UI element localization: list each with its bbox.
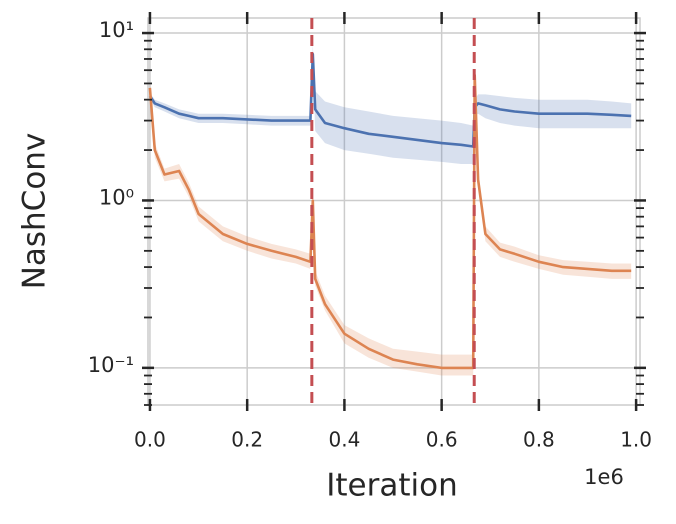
x-tick-label: 0.2: [231, 428, 263, 452]
x-tick-label: 1.0: [620, 428, 652, 452]
y-tick-label: 10⁰: [99, 185, 134, 209]
line: [148, 73, 632, 370]
x-tick-label: 0.6: [426, 428, 458, 452]
x-tick-label: 0.8: [523, 428, 555, 452]
x-tick-label: 0.4: [329, 428, 361, 452]
line: [148, 52, 632, 148]
x-offset-label: 1e6: [584, 465, 624, 489]
error-band: [149, 44, 632, 164]
x-tick-label: 0.0: [134, 428, 166, 452]
y-tick-label: 10⁻¹: [88, 353, 134, 377]
plot-frame: [147, 17, 641, 406]
y-tick-label: 10¹: [99, 18, 134, 42]
x-axis-label: Iteration: [326, 468, 458, 504]
y-axis-label: NashConv: [17, 133, 53, 290]
